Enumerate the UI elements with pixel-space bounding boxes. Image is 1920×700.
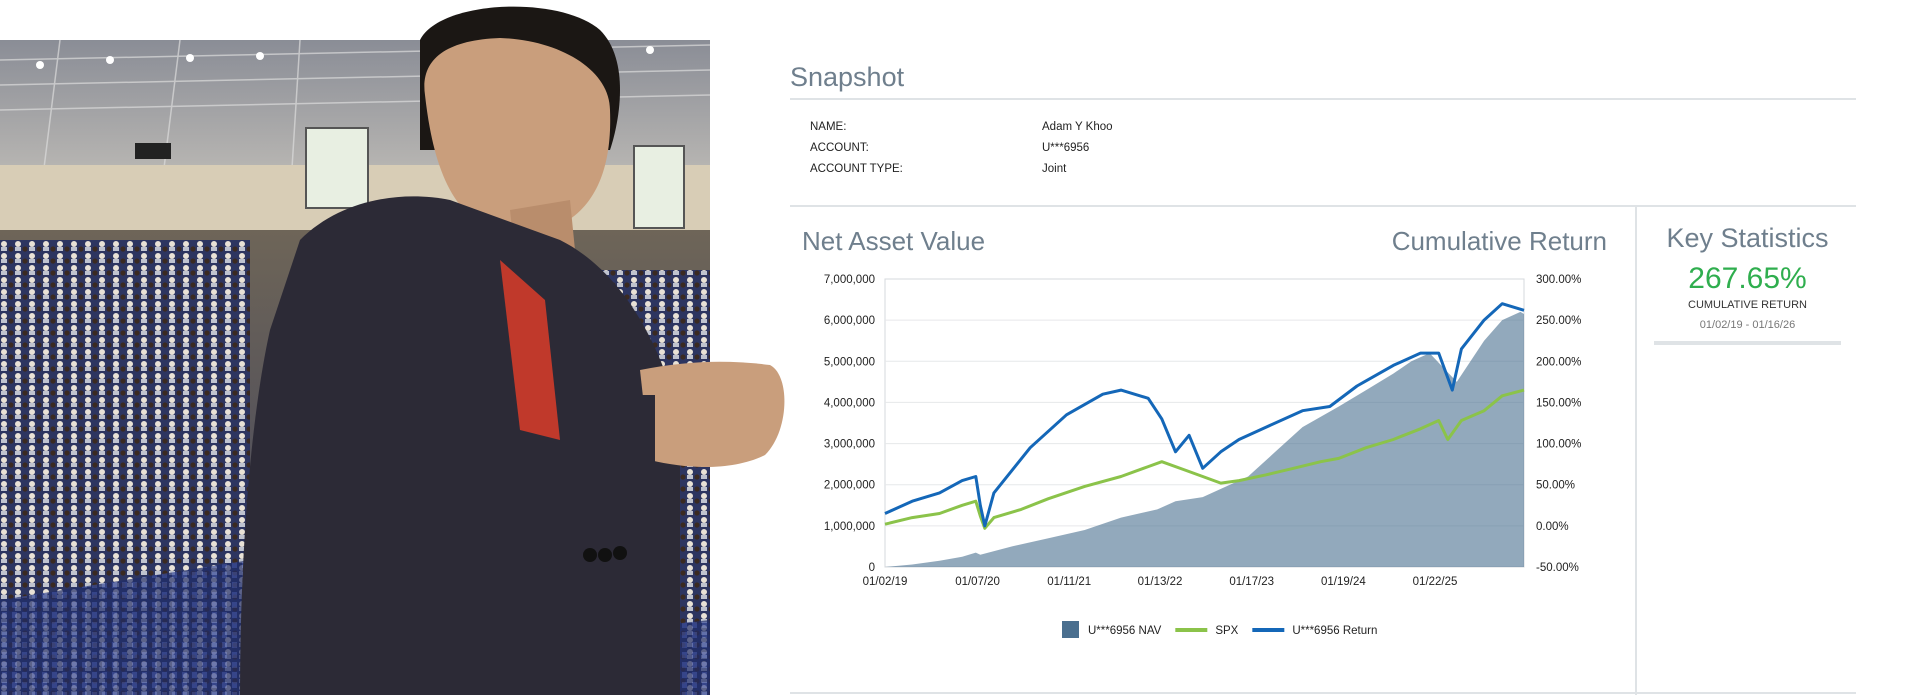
legend-label: U***6956 Return (1292, 625, 1377, 637)
x-tick-label: 01/13/22 (1138, 576, 1183, 588)
spx-line (884, 388, 1525, 530)
info-row-type: ACCOUNT TYPE: Joint (810, 159, 1113, 180)
info-row-account: ACCOUNT: U***6956 (810, 138, 1113, 159)
y-left-tick-label: 7,000,000 (824, 274, 875, 286)
legend-label: SPX (1215, 625, 1238, 637)
info-value: Joint (1042, 163, 1067, 175)
y-left-tick-label: 3,000,000 (824, 439, 875, 451)
x-tick-label: 01/11/21 (1047, 576, 1091, 588)
y-left-tick-label: 0 (869, 562, 875, 574)
info-value: U***6956 (1042, 142, 1090, 154)
y-left-tick-label: 6,000,000 (824, 315, 875, 327)
divider (790, 692, 1856, 694)
speaker-photo (0, 0, 790, 695)
y-right-tick-label: 250.00% (1536, 315, 1581, 327)
y-left-tick-label: 4,000,000 (824, 397, 875, 409)
y-right-tick-label: -50.00% (1536, 562, 1579, 574)
key-statistics: Key Statistics 267.65% CUMULATIVE RETURN… (1640, 206, 1855, 345)
x-tick-label: 01/07/20 (955, 576, 1000, 588)
info-row-name: NAME: Adam Y Khoo (810, 117, 1113, 138)
y-left-tick-label: 2,000,000 (824, 480, 875, 492)
y-right-tick-label: 300.00% (1536, 274, 1581, 286)
divider (790, 205, 1856, 207)
nav-heading: Net Asset Value (802, 226, 986, 256)
info-label: ACCOUNT: (810, 142, 869, 154)
y-left-tick-label: 1,000,000 (824, 521, 875, 533)
legend-swatch (1062, 621, 1079, 638)
stats-divider (1654, 341, 1841, 345)
key-stats-title: Key Statistics (1666, 223, 1829, 253)
y-left-tick-label: 5,000,000 (824, 356, 875, 368)
x-tick-label: 01/02/19 (863, 576, 908, 588)
snapshot-title: Snapshot (790, 62, 905, 92)
info-label: ACCOUNT TYPE: (810, 163, 903, 175)
chart-container: Net Asset Value Cumulative Return 0 -50.0… (790, 206, 1635, 695)
return-heading: Cumulative Return (1391, 226, 1607, 256)
cumulative-return-value: 267.65% (1688, 262, 1807, 295)
x-tick-label: 01/22/25 (1413, 576, 1458, 588)
date-range: 01/02/19 - 01/16/26 (1699, 319, 1796, 331)
performance-chart: 0 -50.00% 1,000,000 0.00% 2,000,000 50.00% 3,0… (824, 274, 1581, 638)
x-tick-label: 01/17/23 (1229, 576, 1274, 588)
info-label: NAME: (810, 121, 847, 133)
legend-label: U***6956 NAV (1088, 625, 1162, 637)
report-panel: Snapshot NAME: Adam Y Khoo ACCOUNT: U***… (790, 0, 1920, 695)
cumulative-return-label: CUMULATIVE RETURN (1688, 299, 1807, 311)
y-right-tick-label: 200.00% (1536, 356, 1581, 368)
x-tick-label: 01/19/24 (1321, 576, 1366, 588)
y-right-tick-label: 150.00% (1536, 397, 1581, 409)
return-line (884, 302, 1525, 528)
nav-area (885, 311, 1524, 567)
y-right-tick-label: 0.00% (1536, 521, 1569, 533)
divider (790, 98, 1856, 100)
divider-vertical (1635, 206, 1637, 695)
y-right-tick-label: 100.00% (1536, 439, 1581, 451)
y-right-tick-label: 50.00% (1536, 480, 1575, 492)
info-value: Adam Y Khoo (1042, 121, 1113, 133)
account-info: NAME: Adam Y Khoo ACCOUNT: U***6956 ACCO… (810, 117, 1113, 180)
